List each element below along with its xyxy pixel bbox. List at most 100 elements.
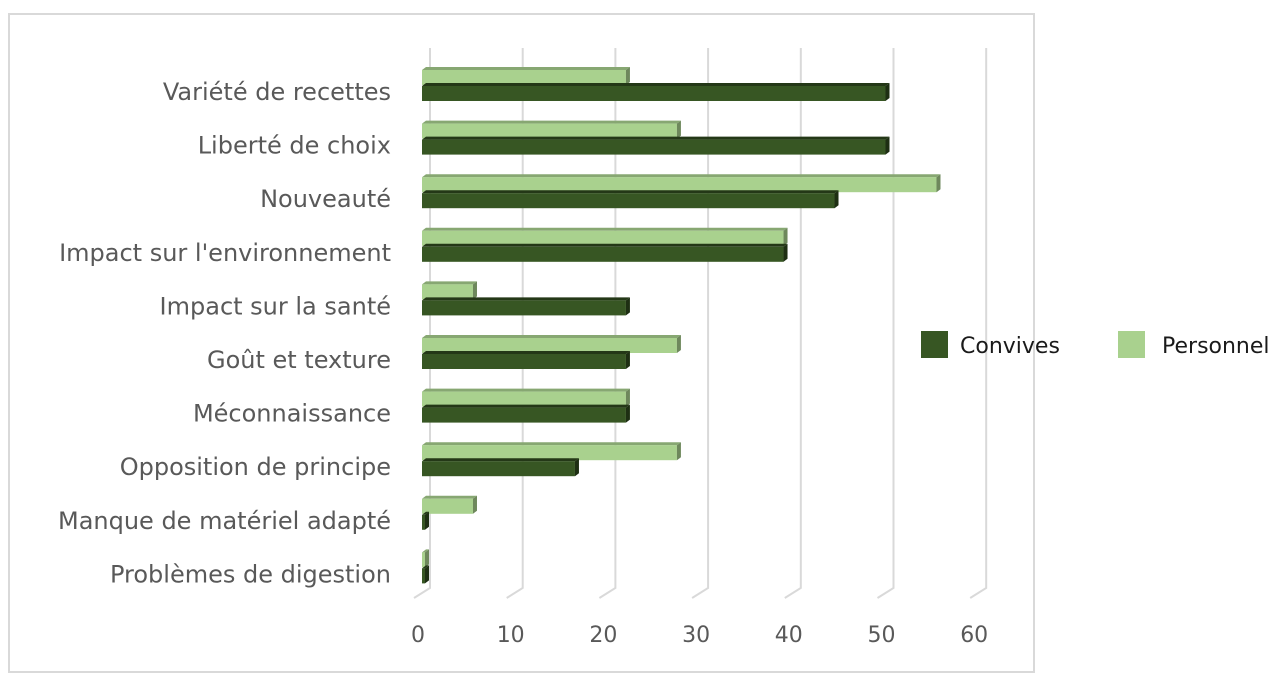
bar-personnel xyxy=(422,67,630,85)
bar-personnel xyxy=(422,120,681,139)
bar-convives-top xyxy=(422,297,630,301)
bar-personnel-front xyxy=(422,123,677,139)
bar-convives-top xyxy=(422,404,630,408)
bar-personnel xyxy=(422,495,477,514)
bar-personnel-front xyxy=(422,70,626,85)
bar-convives-top xyxy=(422,83,890,86)
bar-personnel xyxy=(422,388,630,407)
bar-personnel-top xyxy=(422,120,681,124)
bar-personnel-front xyxy=(422,498,473,514)
x-tick-label: 0 xyxy=(411,623,425,648)
bar-personnel xyxy=(422,335,681,353)
bar-convives-top xyxy=(422,243,788,247)
bar-personnel xyxy=(422,442,681,461)
bar-convives-front xyxy=(422,246,784,262)
category-label: Méconnaissance xyxy=(193,400,391,428)
bar-personnel-end xyxy=(472,281,477,300)
bar-convives-front xyxy=(422,568,425,584)
bar-convives-front xyxy=(422,300,626,316)
bar-convives xyxy=(422,458,579,477)
bar-convives xyxy=(422,511,429,530)
bar-convives-front xyxy=(422,86,886,101)
bar-personnel-front xyxy=(422,391,626,407)
bar-convives-top xyxy=(422,511,429,515)
bar-convives-front xyxy=(422,461,575,477)
category-label: Goût et texture xyxy=(207,346,391,374)
x-tick-label: 30 xyxy=(682,623,710,648)
bar-convives-end xyxy=(834,190,839,209)
bar-personnel-top xyxy=(422,281,477,285)
gridline xyxy=(691,48,710,599)
legend-swatch-personnel xyxy=(1118,331,1145,358)
category-label: Variété de recettes xyxy=(163,78,391,106)
bar-convives-end xyxy=(885,83,890,101)
bar-personnel-top xyxy=(422,67,630,70)
bar-personnel-front xyxy=(422,230,784,246)
bar-personnel-end xyxy=(625,67,630,85)
bar-convives-end xyxy=(574,458,579,477)
legend-label-personnel: Personnel xyxy=(1162,334,1270,359)
bar-personnel-end xyxy=(676,335,681,353)
bar-personnel-front xyxy=(422,338,677,353)
bar-convives-front xyxy=(422,407,626,423)
x-tick-label: 40 xyxy=(775,623,803,648)
bar-personnel xyxy=(422,227,788,246)
bar-personnel-end xyxy=(472,495,477,514)
bar-convives-end xyxy=(783,243,788,262)
x-tick-label: 60 xyxy=(960,623,988,648)
bar-convives xyxy=(422,404,630,423)
bar-convives xyxy=(422,297,630,316)
category-label: Nouveauté xyxy=(260,185,391,213)
category-labels: Variété de recettes Liberté de choix Nouve… xyxy=(58,78,391,588)
bar-personnel-front xyxy=(422,552,425,568)
bars xyxy=(422,67,941,584)
bar-convives-top xyxy=(422,351,630,354)
bar-personnel-end xyxy=(936,174,941,193)
bar-personnel-top xyxy=(422,174,941,178)
category-label: Impact sur la santé xyxy=(160,292,391,320)
category-label: Opposition de principe xyxy=(120,453,391,481)
category-label: Problèmes de digestion xyxy=(110,560,391,588)
bar-personnel-top xyxy=(422,335,681,338)
bar-convives xyxy=(422,83,890,101)
bar-personnel-top xyxy=(422,388,630,392)
bar-personnel-end xyxy=(625,388,630,407)
bar-personnel xyxy=(422,549,429,568)
bar-personnel-end xyxy=(425,549,429,568)
bar-personnel xyxy=(422,174,941,193)
gridline xyxy=(969,48,988,599)
bar-convives-end xyxy=(425,565,429,584)
bar-personnel-front xyxy=(422,284,473,300)
x-tick-label: 50 xyxy=(868,623,896,648)
bar-convives-top xyxy=(422,565,429,569)
bar-convives-front xyxy=(422,354,626,369)
bar-personnel-end xyxy=(676,120,681,139)
bar-personnel-front xyxy=(422,445,677,461)
bar-convives xyxy=(422,351,630,369)
bar-personnel-end xyxy=(676,442,681,461)
bar-personnel-top xyxy=(422,495,477,499)
bar-convives xyxy=(422,243,788,262)
bar-convives-end xyxy=(625,297,630,316)
bar-convives-front xyxy=(422,139,886,155)
gridline xyxy=(784,48,802,599)
bar-personnel-top xyxy=(422,442,681,446)
x-tick-label: 20 xyxy=(589,623,617,648)
legend: Convives Personnel xyxy=(921,331,1270,359)
bar-convives-end xyxy=(425,511,429,530)
bar-convives-top xyxy=(422,190,839,194)
bar-convives-top xyxy=(422,458,579,462)
gridline xyxy=(876,48,895,599)
legend-label-convives: Convives xyxy=(960,334,1060,359)
bar-convives-top xyxy=(422,136,890,140)
bar-convives-end xyxy=(885,136,890,155)
legend-swatch-convives xyxy=(921,331,948,358)
bar-convives-end xyxy=(625,404,630,423)
bar-personnel-front xyxy=(422,177,937,193)
x-tick-label: 10 xyxy=(497,623,525,648)
bar-personnel-top xyxy=(422,227,788,231)
bar-personnel-top xyxy=(422,549,429,553)
bar-convives xyxy=(422,565,429,584)
bar-convives xyxy=(422,136,890,155)
